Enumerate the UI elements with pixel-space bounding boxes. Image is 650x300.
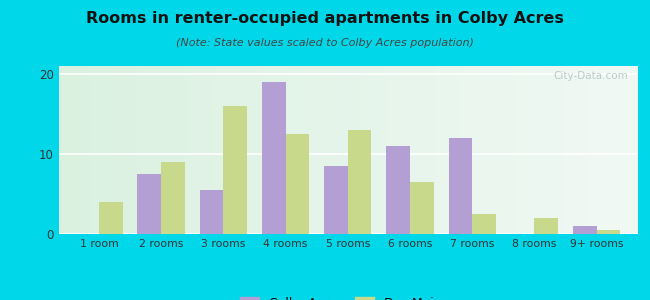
Bar bbox=[99, 202, 123, 234]
Bar bbox=[161, 162, 185, 234]
Bar bbox=[138, 174, 161, 234]
Bar bbox=[348, 130, 371, 234]
Bar bbox=[224, 106, 247, 234]
Bar bbox=[410, 182, 434, 234]
Bar bbox=[324, 166, 348, 234]
Bar bbox=[573, 226, 597, 234]
Bar bbox=[597, 230, 620, 234]
Bar bbox=[472, 214, 496, 234]
Bar bbox=[534, 218, 558, 234]
Bar bbox=[262, 82, 285, 234]
Legend: Colby Acres, Des Moines: Colby Acres, Des Moines bbox=[235, 292, 460, 300]
Bar bbox=[200, 190, 224, 234]
Bar bbox=[285, 134, 309, 234]
Text: (Note: State values scaled to Colby Acres population): (Note: State values scaled to Colby Acre… bbox=[176, 38, 474, 47]
Text: City-Data.com: City-Data.com bbox=[554, 71, 629, 81]
Bar bbox=[448, 138, 472, 234]
Bar bbox=[386, 146, 410, 234]
Text: Rooms in renter-occupied apartments in Colby Acres: Rooms in renter-occupied apartments in C… bbox=[86, 11, 564, 26]
